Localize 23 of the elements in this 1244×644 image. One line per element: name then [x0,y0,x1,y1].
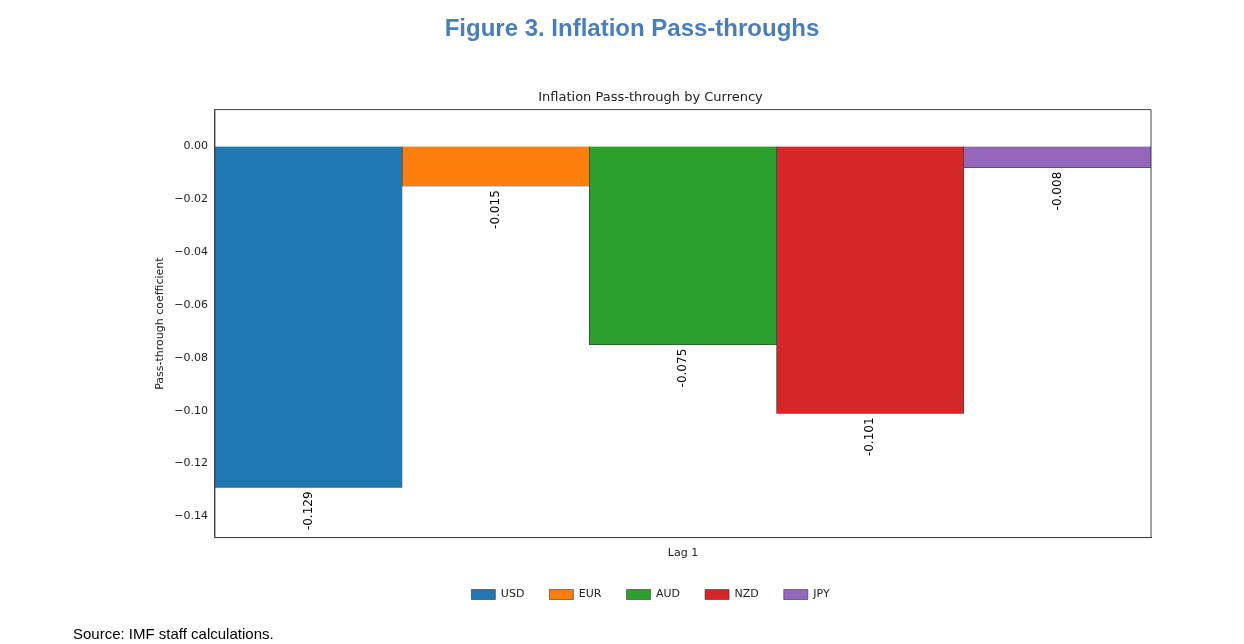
chart-subtitle: Inflation Pass-through by Currency [538,89,764,105]
legend-label: EUR [578,587,602,601]
y-tick-label: −0.08 [174,350,208,364]
data-label: -0.129 [300,491,315,531]
y-tick-label: −0.04 [174,245,208,259]
y-tick-label: −0.10 [174,403,208,417]
legend-label: AUD [656,587,681,601]
legend-label: JPY [812,587,830,601]
y-axis-title: Pass-through coefficient [153,256,167,390]
source-note: Source: IMF staff calculations. [73,625,274,642]
y-tick-label: −0.06 [174,297,208,311]
chart-title: Figure 3. Inflation Pass-throughs [443,14,821,42]
x-axis-title: Lag 1 [667,546,699,560]
data-label: -0.101 [862,417,877,457]
data-label: -0.075 [675,348,690,388]
y-tick-label: 0.00 [183,139,208,153]
y-tick-label: −0.14 [174,509,208,523]
y-tick-label: −0.02 [174,192,208,206]
legend-label: USD [500,587,525,601]
y-tick-label: −0.12 [174,456,208,470]
legend-label: NZD [734,587,759,601]
data-label: -0.008 [1049,171,1064,211]
data-label: -0.015 [487,190,502,229]
